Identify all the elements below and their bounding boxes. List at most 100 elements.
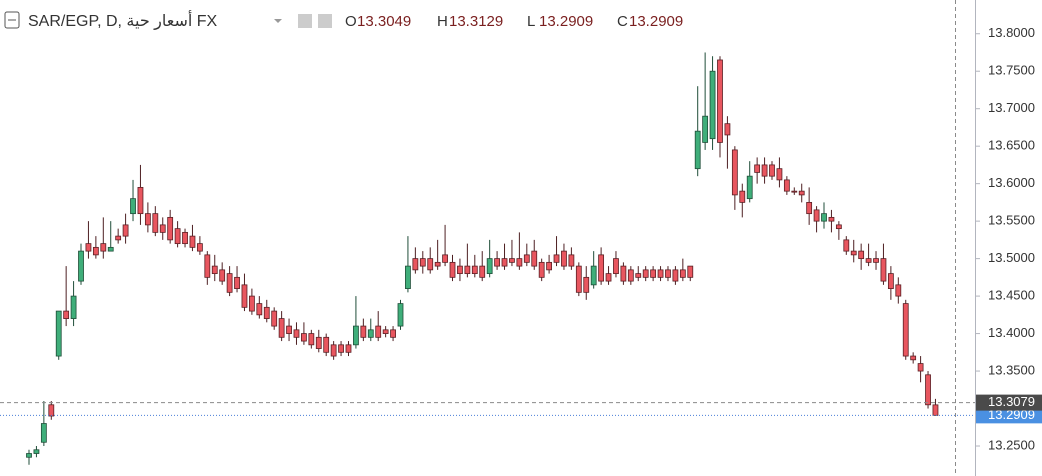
candle-body [902, 303, 909, 357]
candle-body [63, 310, 70, 319]
candle-body [263, 306, 270, 319]
candle-body [910, 355, 917, 361]
candle-body [717, 59, 723, 143]
candle-body [523, 254, 530, 263]
candle-body [746, 175, 753, 200]
candle-body [642, 269, 649, 278]
candle-body [769, 164, 775, 177]
candle-body [843, 239, 850, 252]
candle-body [412, 258, 419, 271]
candle-body [739, 190, 746, 203]
collapse-icon[interactable] [4, 11, 20, 29]
candle-body [509, 258, 515, 263]
candle-body [248, 295, 255, 312]
candle-body [234, 276, 240, 289]
candle-body [100, 243, 107, 252]
candle-body [486, 258, 493, 275]
candle-body [917, 363, 924, 372]
y-tick-label: 13.5500 [988, 213, 1035, 228]
candle-body [397, 303, 404, 327]
candle-body [85, 243, 92, 252]
candle-body [360, 325, 367, 338]
candle-body [174, 228, 181, 245]
candle-body [672, 269, 679, 282]
candle-body [405, 265, 411, 289]
candle-body [895, 284, 902, 297]
candle-body [806, 201, 813, 215]
candle-body [620, 265, 627, 282]
candle-body [516, 258, 523, 267]
candle-body [865, 258, 872, 263]
candle-body [196, 243, 203, 252]
y-tick-label: 13.6500 [988, 138, 1035, 153]
candle-body [464, 265, 471, 275]
candle-body [189, 235, 196, 248]
candle-body [724, 123, 731, 136]
candle-body [590, 265, 597, 286]
candle-body [182, 231, 188, 245]
candle-body [301, 333, 307, 342]
legend-key: C [617, 13, 628, 30]
candle-body [330, 344, 337, 357]
candle-body [887, 273, 894, 289]
y-tick-label: 13.4500 [988, 288, 1035, 303]
candle-body [605, 273, 612, 282]
candle-body [442, 254, 448, 263]
candle-body [613, 258, 619, 275]
candle-body [821, 213, 827, 222]
legend-value: 13.3129 [449, 13, 503, 30]
y-tick-label: 13.5000 [988, 250, 1035, 265]
candle-body [256, 303, 263, 316]
y-tick-label: 13.6000 [988, 175, 1035, 190]
candle-body [709, 70, 716, 140]
visibility-icon[interactable] [298, 14, 312, 28]
candle-body [702, 115, 709, 143]
dropdown-arrow[interactable] [274, 19, 282, 23]
candle-body [501, 258, 508, 267]
candle-body [575, 265, 582, 293]
legend-key: L [527, 13, 535, 30]
candle-body [783, 179, 790, 192]
candle-body [531, 250, 538, 267]
candle-body [494, 258, 500, 267]
candle-body [635, 273, 642, 278]
candle-body [568, 254, 575, 267]
ohlc-legend: O 13.3049 H 13.3129 L 13.2909 C 13.2909 [345, 13, 683, 30]
candle-body [798, 190, 805, 196]
candle-body [122, 224, 129, 237]
crosshair-label: 13.3079 [988, 394, 1035, 409]
candle-body [315, 336, 322, 349]
candle-body [55, 310, 62, 357]
candle-body [323, 336, 330, 353]
candle-body [657, 269, 664, 278]
candle-body [211, 265, 218, 275]
candle-body [427, 258, 434, 271]
candle-body [754, 164, 761, 173]
candle-body [650, 269, 657, 278]
candle-body [665, 269, 671, 278]
candle-body [48, 404, 55, 417]
candle-body [835, 224, 842, 230]
candle-body [679, 269, 686, 278]
candle-body [152, 213, 159, 233]
candle-body [932, 404, 939, 416]
candle-body [471, 265, 478, 275]
last-price-box [976, 407, 1042, 424]
candle-body [241, 284, 248, 308]
candle-body [457, 265, 463, 275]
settings-icon[interactable] [318, 14, 332, 28]
y-tick-label: 13.7500 [988, 63, 1035, 78]
candle-body [538, 261, 545, 278]
candle-body [107, 246, 114, 252]
candle-body [858, 250, 865, 260]
candle-body [293, 329, 300, 338]
candle-body [850, 250, 857, 256]
candle-body [78, 250, 84, 282]
plot [26, 52, 939, 465]
candle-body [159, 224, 166, 233]
y-tick-label: 13.4000 [988, 325, 1035, 340]
candle-body [479, 265, 486, 278]
y-tick-label: 13.2500 [988, 437, 1035, 452]
